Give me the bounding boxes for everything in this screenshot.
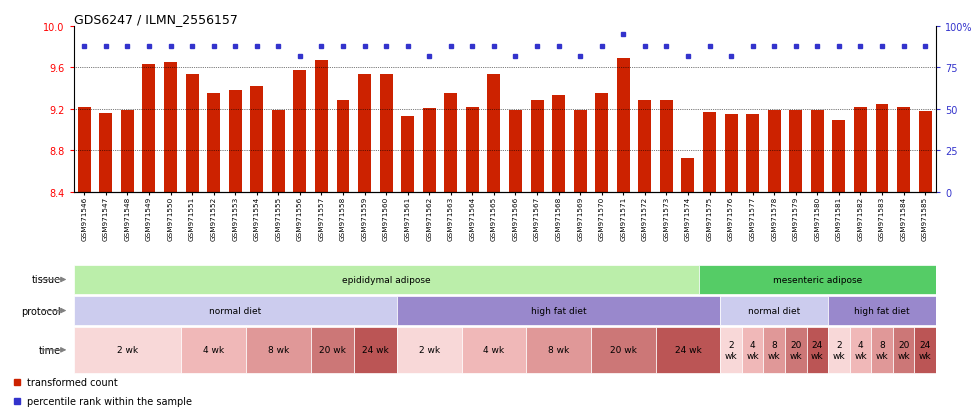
Text: 24
wk: 24 wk: [811, 340, 823, 360]
Bar: [315, 61, 328, 192]
Bar: [509, 110, 522, 192]
Bar: [526, 327, 591, 373]
Text: epididymal adipose: epididymal adipose: [342, 275, 430, 284]
Bar: [397, 296, 720, 325]
Text: 8 wk: 8 wk: [268, 346, 289, 354]
Bar: [207, 94, 220, 192]
Bar: [699, 265, 936, 295]
Text: 20 wk: 20 wk: [610, 346, 637, 354]
Bar: [638, 101, 652, 192]
Bar: [871, 327, 893, 373]
Bar: [552, 96, 565, 192]
Bar: [875, 104, 889, 192]
Bar: [767, 110, 781, 192]
Bar: [720, 296, 828, 325]
Bar: [487, 74, 501, 192]
Bar: [854, 107, 867, 192]
Text: 24 wk: 24 wk: [674, 346, 702, 354]
Bar: [828, 327, 850, 373]
Text: protocol: protocol: [21, 306, 61, 316]
Bar: [914, 327, 936, 373]
Text: GDS6247 / ILMN_2556157: GDS6247 / ILMN_2556157: [74, 13, 237, 26]
Text: 20 wk: 20 wk: [318, 346, 346, 354]
Bar: [720, 327, 742, 373]
Bar: [918, 112, 932, 192]
Bar: [893, 327, 914, 373]
Bar: [850, 327, 871, 373]
Text: 8
wk: 8 wk: [768, 340, 780, 360]
Bar: [181, 327, 246, 373]
Text: 8 wk: 8 wk: [548, 346, 569, 354]
Text: 4
wk: 4 wk: [855, 340, 866, 360]
Text: transformed count: transformed count: [27, 377, 118, 387]
Bar: [789, 110, 803, 192]
Bar: [293, 71, 307, 192]
Text: 2 wk: 2 wk: [418, 346, 440, 354]
Bar: [336, 101, 350, 192]
Bar: [724, 114, 738, 192]
Bar: [77, 107, 91, 192]
Text: high fat diet: high fat diet: [531, 306, 586, 315]
Bar: [591, 327, 656, 373]
Bar: [250, 87, 264, 192]
Text: 4
wk: 4 wk: [747, 340, 759, 360]
Text: 4 wk: 4 wk: [203, 346, 224, 354]
Text: tissue: tissue: [31, 275, 61, 285]
Bar: [401, 116, 415, 192]
Bar: [358, 74, 371, 192]
Text: 24
wk: 24 wk: [919, 340, 931, 360]
Bar: [397, 327, 462, 373]
Bar: [142, 65, 156, 192]
Text: normal diet: normal diet: [748, 306, 801, 315]
Bar: [573, 110, 587, 192]
Bar: [99, 114, 113, 192]
Bar: [379, 74, 393, 192]
Bar: [660, 101, 673, 192]
Text: 2
wk: 2 wk: [725, 340, 737, 360]
Bar: [246, 327, 311, 373]
Bar: [271, 110, 285, 192]
Bar: [832, 121, 846, 192]
Bar: [164, 63, 177, 192]
Bar: [828, 296, 936, 325]
Bar: [785, 327, 807, 373]
Bar: [74, 296, 397, 325]
Bar: [763, 327, 785, 373]
Bar: [422, 108, 436, 192]
Bar: [530, 101, 544, 192]
Bar: [746, 114, 760, 192]
Bar: [228, 91, 242, 192]
Bar: [462, 327, 526, 373]
Text: 2
wk: 2 wk: [833, 340, 845, 360]
Text: 4 wk: 4 wk: [483, 346, 505, 354]
Bar: [897, 107, 910, 192]
Text: 20
wk: 20 wk: [898, 340, 909, 360]
Text: time: time: [38, 345, 61, 355]
Bar: [121, 110, 134, 192]
Bar: [616, 59, 630, 192]
Text: 24 wk: 24 wk: [362, 346, 389, 354]
Bar: [311, 327, 354, 373]
Bar: [74, 265, 699, 295]
Bar: [681, 159, 695, 192]
Bar: [185, 74, 199, 192]
Text: 8
wk: 8 wk: [876, 340, 888, 360]
Bar: [742, 327, 763, 373]
Text: percentile rank within the sample: percentile rank within the sample: [27, 396, 192, 406]
Text: 2 wk: 2 wk: [117, 346, 138, 354]
Text: 20
wk: 20 wk: [790, 340, 802, 360]
Text: high fat diet: high fat diet: [855, 306, 909, 315]
Bar: [703, 112, 716, 192]
Bar: [810, 110, 824, 192]
Bar: [354, 327, 397, 373]
Bar: [74, 327, 181, 373]
Bar: [807, 327, 828, 373]
Bar: [466, 107, 479, 192]
Text: mesenteric adipose: mesenteric adipose: [772, 275, 862, 284]
Bar: [595, 94, 609, 192]
Text: normal diet: normal diet: [209, 306, 262, 315]
Bar: [444, 94, 458, 192]
Bar: [656, 327, 720, 373]
